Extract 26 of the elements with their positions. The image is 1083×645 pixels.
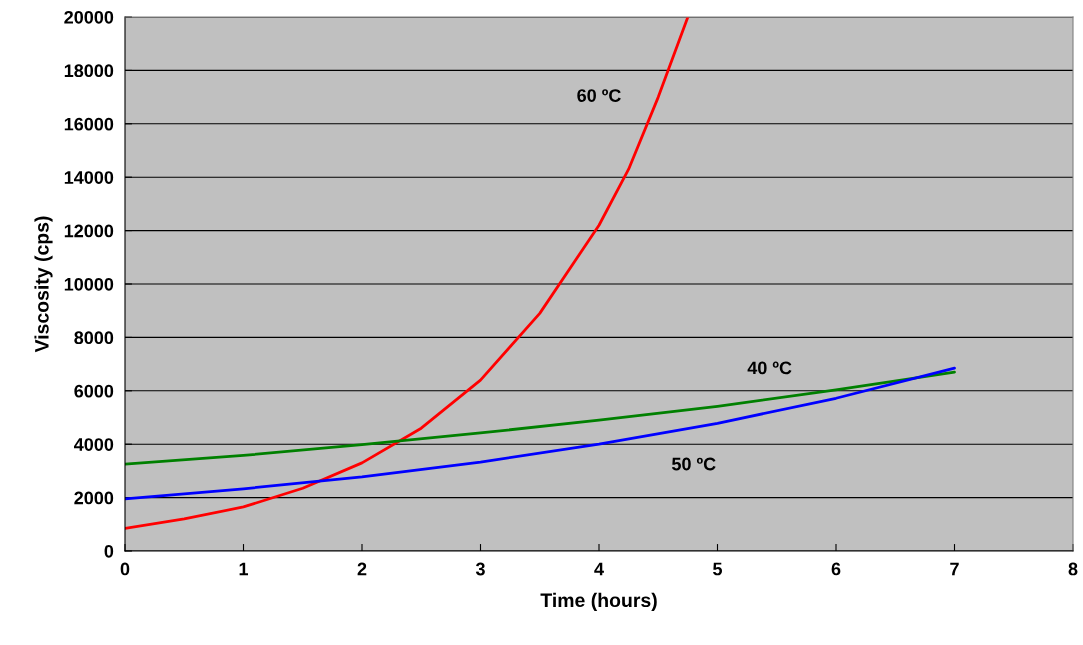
series-label: 40 ºC — [747, 361, 792, 375]
y-tick-label: 4000 — [74, 438, 114, 451]
y-axis-title: Viscosity (cps) — [34, 216, 53, 353]
series-label: 60 ºC — [577, 89, 621, 102]
y-tick-label: 14000 — [64, 171, 114, 184]
x-tick-label: 1 — [239, 562, 249, 576]
y-tick-label: 0 — [104, 544, 114, 558]
y-tick-label: 16000 — [64, 117, 114, 131]
x-tick-label: 0 — [120, 562, 130, 576]
x-axis-title: Time (hours) — [540, 592, 657, 611]
x-tick-label: 6 — [831, 562, 841, 576]
y-tick-label: 8000 — [74, 331, 114, 345]
series-label: 50 ºC — [671, 457, 716, 471]
x-tick-label: 8 — [1068, 562, 1078, 576]
y-tick-label: 18000 — [64, 64, 114, 78]
x-tick-label: 7 — [950, 562, 959, 576]
line-series — [125, 17, 690, 530]
x-tick-label: 5 — [713, 562, 723, 576]
y-tick-label: 12000 — [64, 224, 114, 238]
x-tick-label: 4 — [594, 562, 604, 576]
y-tick-label: 2000 — [74, 491, 114, 505]
x-tick-label: 2 — [357, 562, 367, 576]
y-tick-label: 10000 — [64, 277, 114, 291]
y-tick-label: 6000 — [74, 384, 114, 398]
x-tick-label: 3 — [475, 562, 485, 576]
y-tick-label: 20000 — [64, 10, 114, 24]
